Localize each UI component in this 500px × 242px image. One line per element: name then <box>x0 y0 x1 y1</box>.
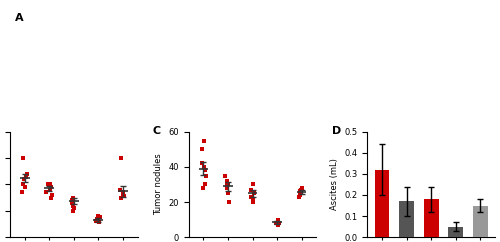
Point <box>224 182 232 186</box>
Point <box>275 221 283 225</box>
Point <box>246 188 254 192</box>
Point <box>47 196 55 200</box>
Bar <box>400 201 414 237</box>
Point <box>22 175 30 179</box>
Point <box>68 196 76 200</box>
Point <box>68 198 76 202</box>
Point <box>250 191 258 195</box>
Point <box>200 139 207 143</box>
Point <box>224 191 232 195</box>
Point <box>116 188 124 192</box>
Point <box>20 177 28 181</box>
Point <box>92 219 100 223</box>
Point <box>296 193 304 197</box>
Point <box>222 174 230 178</box>
Point <box>274 223 281 227</box>
Text: D: D <box>332 127 341 136</box>
Point <box>70 206 78 210</box>
Bar <box>448 227 463 237</box>
Point <box>224 186 232 190</box>
Point <box>120 190 128 194</box>
Point <box>94 218 102 222</box>
Point <box>274 218 282 221</box>
Point <box>250 200 258 204</box>
Point <box>223 179 231 183</box>
Point <box>296 189 304 193</box>
Point <box>199 186 207 190</box>
Point <box>24 172 32 176</box>
Point <box>202 174 210 178</box>
Bar <box>473 205 488 237</box>
Bar <box>374 170 390 237</box>
Point <box>198 147 206 151</box>
Point <box>248 182 256 186</box>
Point <box>298 186 306 190</box>
Point <box>18 182 26 186</box>
Point <box>248 197 256 200</box>
Point <box>297 191 305 195</box>
Point <box>46 188 54 192</box>
Point <box>42 190 50 194</box>
Point <box>200 182 208 186</box>
Point <box>200 165 208 169</box>
Text: A: A <box>15 13 24 23</box>
Point <box>246 195 254 199</box>
Point <box>295 195 303 199</box>
Y-axis label: Tumor nodules: Tumor nodules <box>154 154 163 215</box>
Point <box>70 209 78 213</box>
Point <box>274 219 282 223</box>
Point <box>117 196 125 200</box>
Point <box>46 182 54 186</box>
Bar <box>424 199 438 237</box>
Point <box>22 185 30 189</box>
Point <box>48 185 56 189</box>
Point <box>94 214 102 218</box>
Point <box>18 156 26 160</box>
Point <box>297 188 305 192</box>
Point <box>117 156 125 160</box>
Point <box>68 201 76 205</box>
Point <box>198 161 206 165</box>
Point <box>18 190 26 194</box>
Point <box>44 182 52 186</box>
Point <box>200 168 208 172</box>
Point <box>226 200 234 204</box>
Point <box>96 215 104 219</box>
Point <box>48 193 56 197</box>
Point <box>68 204 76 207</box>
Point <box>120 194 128 198</box>
Point <box>224 182 232 186</box>
Y-axis label: Ascites (mL): Ascites (mL) <box>330 159 339 210</box>
Point <box>95 220 103 224</box>
Text: C: C <box>153 127 161 136</box>
Point <box>93 217 101 221</box>
Point <box>272 221 280 225</box>
Point <box>119 193 127 197</box>
